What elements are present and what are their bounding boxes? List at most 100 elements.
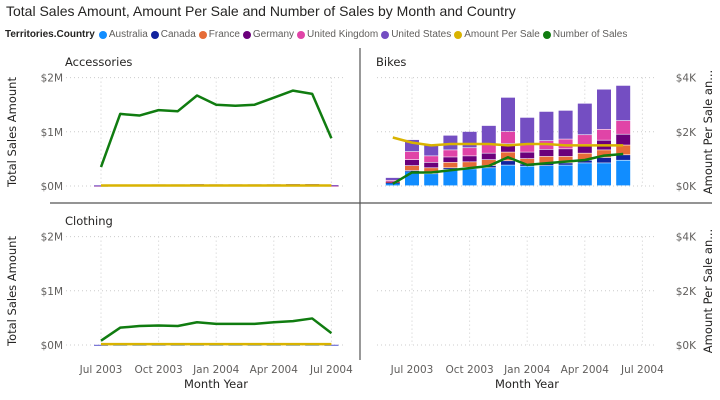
- bar-canada: [558, 163, 573, 165]
- number-of-sales-line: [99, 89, 333, 168]
- bar-germany: [462, 156, 477, 162]
- x-tick: Apr 2004: [561, 364, 610, 376]
- bar-australia: [558, 165, 573, 186]
- legend-label: United States: [391, 29, 452, 40]
- legend-dot-icon: [198, 30, 207, 39]
- legend-dot-icon: [297, 30, 306, 39]
- bar-canada: [597, 157, 611, 163]
- legend-title: Territories.Country: [5, 29, 95, 40]
- bar-australia: [501, 165, 515, 186]
- legend-label: Australia: [108, 29, 148, 40]
- bar-france: [443, 162, 458, 168]
- y-right-tick: $0K: [676, 340, 697, 352]
- bar-united-kingdom: [616, 120, 631, 134]
- bar-australia: [462, 169, 477, 186]
- y-right-axis-label: Amount Per Sale an...: [701, 70, 715, 194]
- bar-germany: [520, 152, 535, 159]
- bar-australia: [616, 160, 631, 186]
- bar-france: [481, 159, 496, 166]
- y-right-tick: $4K: [676, 73, 697, 85]
- bar-australia: [385, 183, 400, 186]
- bar-germany: [424, 162, 439, 168]
- legend-label: United Kingdom: [307, 29, 379, 40]
- x-tick: Jan 2004: [503, 364, 551, 376]
- bar-united-states: [501, 97, 515, 132]
- bar-france: [577, 153, 592, 160]
- y-right-axis-label: Amount Per Sale an...: [701, 229, 715, 353]
- bar-united-states: [558, 110, 573, 139]
- bar-canada: [577, 160, 592, 163]
- bar-france: [424, 168, 439, 172]
- bar-united-kingdom: [424, 156, 439, 163]
- bar-germany: [443, 157, 458, 163]
- bar-germany: [405, 159, 419, 166]
- y-left-tick: $2M: [41, 232, 63, 244]
- legend-item[interactable]: Number of Sales: [542, 29, 628, 40]
- x-tick: Jul 2003: [390, 364, 434, 376]
- x-tick: Jan 2004: [192, 364, 240, 376]
- amount-per-sale-line: [392, 136, 624, 147]
- bar-united-kingdom: [577, 135, 592, 145]
- bar-united-kingdom: [443, 150, 458, 157]
- x-tick: Jul 2004: [309, 364, 353, 376]
- panel-title: Accessories: [65, 55, 132, 69]
- bar-united-states: [597, 89, 611, 130]
- chart-title: Total Sales Amount, Amount Per Sale and …: [6, 3, 516, 19]
- y-left-axis-label: Total Sales Amount: [5, 236, 19, 347]
- x-tick: Apr 2004: [250, 364, 299, 376]
- y-right-tick: $4K: [676, 232, 697, 244]
- bar-france: [597, 150, 611, 158]
- bar-united-kingdom: [558, 139, 573, 149]
- bar-australia: [481, 168, 496, 186]
- y-right-tick: $2K: [676, 286, 697, 298]
- bar-france: [405, 165, 419, 171]
- bar-united-states: [385, 177, 400, 180]
- x-axis-label: Month Year: [495, 377, 559, 391]
- y-left-tick: $1M: [41, 127, 63, 139]
- y-left-axis-label: Total Sales Amount: [5, 77, 19, 188]
- number-of-sales-line: [100, 317, 333, 342]
- x-tick: Oct 2003: [134, 364, 182, 376]
- y-right-tick: $2K: [676, 127, 697, 139]
- legend-item[interactable]: Canada: [150, 29, 196, 40]
- legend-item[interactable]: United States: [381, 29, 451, 40]
- legend-label: Canada: [160, 29, 196, 40]
- legend-item[interactable]: Amount Per Sale: [454, 29, 540, 40]
- bar-united-kingdom: [501, 131, 515, 144]
- bar-united-kingdom: [481, 144, 496, 153]
- bar-australia: [577, 163, 592, 186]
- legend-item[interactable]: France: [198, 29, 240, 40]
- bar-united-states: [577, 103, 592, 135]
- bar-france: [558, 156, 573, 163]
- bar-united-states: [616, 85, 631, 121]
- legend-label: Germany: [252, 29, 295, 40]
- legend-item[interactable]: United Kingdom: [297, 29, 378, 40]
- legend-dot-icon: [242, 30, 251, 39]
- bar-france: [462, 162, 477, 167]
- bar-canada: [443, 168, 458, 170]
- bar-australia: [597, 163, 611, 186]
- bar-canada: [616, 155, 631, 160]
- bar-germany: [501, 143, 515, 152]
- bar-germany: [577, 144, 592, 153]
- bar-canada: [501, 161, 515, 165]
- bar-united-states: [520, 117, 535, 144]
- x-tick: Oct 2003: [445, 364, 493, 376]
- bar-france: [539, 156, 554, 163]
- legend-dot-icon: [98, 30, 107, 39]
- bar-united-states: [424, 144, 439, 156]
- y-left-tick: $0M: [41, 340, 63, 352]
- bar-germany: [539, 149, 554, 157]
- legend-label: Amount Per Sale: [464, 29, 540, 40]
- legend-dot-icon: [381, 30, 390, 39]
- x-tick: Jul 2004: [620, 364, 664, 376]
- legend-label: Number of Sales: [552, 29, 628, 40]
- legend-item[interactable]: Germany: [242, 29, 295, 40]
- bar-united-states: [405, 139, 419, 152]
- y-right-tick: $0K: [676, 181, 697, 193]
- bar-united-kingdom: [405, 151, 419, 160]
- legend-item[interactable]: Australia: [98, 29, 148, 40]
- legend-dot-icon: [454, 30, 463, 39]
- bar-australia: [424, 174, 439, 186]
